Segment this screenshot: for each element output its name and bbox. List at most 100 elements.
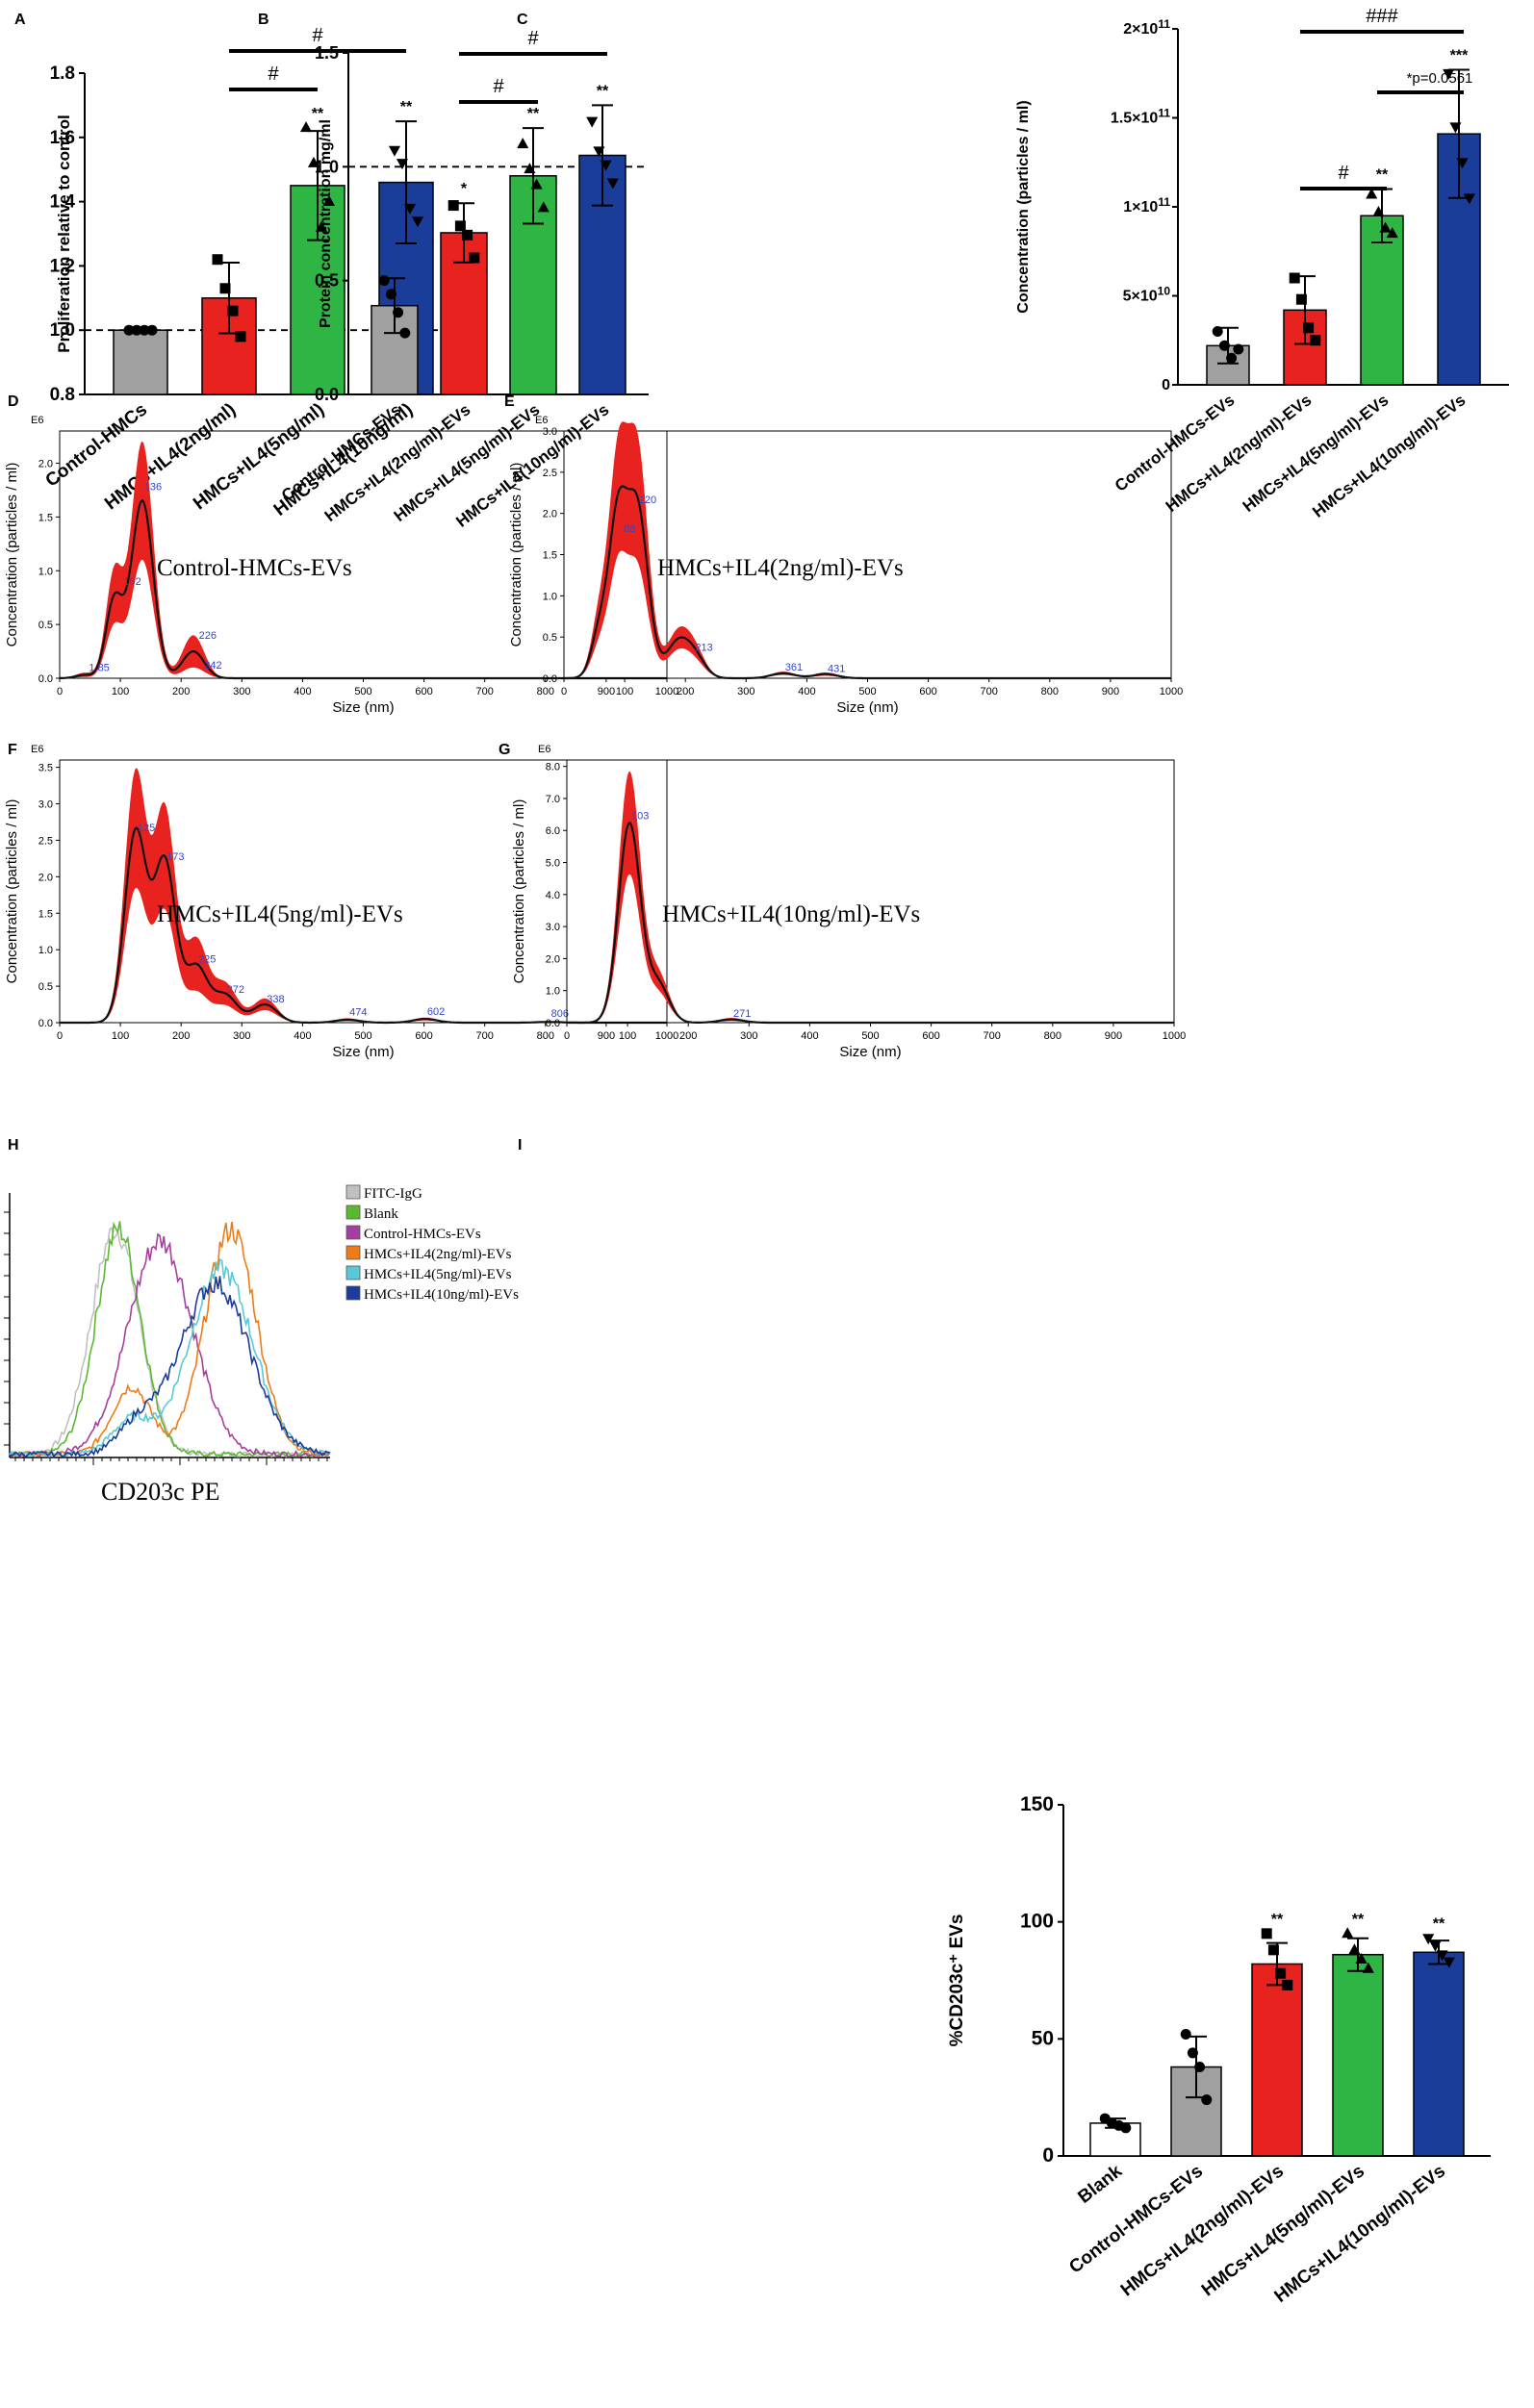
legend-swatch — [345, 1245, 361, 1260]
x-tick-label: 700 — [981, 686, 998, 697]
peak-label: 474 — [349, 1007, 367, 1019]
x-tick-label: 0 — [561, 686, 567, 697]
panel-letter-b: B — [258, 12, 269, 28]
x-tick-label: 500 — [354, 1030, 371, 1042]
y-tick-label: 0 — [1162, 377, 1170, 393]
significance-label: ** — [400, 99, 413, 115]
peak-label: 213 — [695, 642, 712, 653]
data-point — [1342, 1927, 1354, 1939]
y-tick-label: 1.5 — [315, 43, 339, 63]
data-point — [235, 331, 246, 342]
y-tick-label: 1.5 — [38, 512, 53, 523]
data-point — [1303, 322, 1315, 334]
y-tick-label: 50 — [1032, 2027, 1054, 2049]
histogram-series — [9, 1221, 331, 1457]
peak-label: 102 — [123, 576, 141, 588]
sample-label: HMCs+IL4(5ng/ml)-EVs — [157, 901, 403, 927]
y-axis-label: Concentration (particles / ml) — [508, 463, 524, 647]
sd-band — [567, 771, 1174, 1023]
x-axis-label: CD203c PE — [101, 1478, 220, 1506]
x-axis-label: Size (nm) — [332, 699, 394, 716]
data-point — [123, 324, 135, 336]
x-tick-label: 1000 — [1163, 1030, 1186, 1042]
x-tick-label: 700 — [984, 1030, 1001, 1042]
sample-label: HMCs+IL4(2ng/ml)-EVs — [657, 555, 904, 581]
x-tick-label: 300 — [740, 1030, 757, 1042]
data-point — [517, 138, 529, 149]
tick-exponent: 11 — [1158, 107, 1170, 120]
y-tick-label: 6.0 — [546, 825, 560, 837]
significance-label: * — [461, 181, 468, 197]
legend-swatch — [345, 1285, 361, 1301]
data-point — [1282, 1979, 1293, 1990]
y-tick-label: 0.8 — [50, 385, 75, 405]
peak-label: 88 — [624, 523, 635, 535]
x-tick-label: HMCs+IL4(10ng/ml)-EVs — [1309, 391, 1469, 521]
comparison-label: # — [527, 28, 539, 49]
mean-curve — [567, 822, 1174, 1025]
y-tick-label: 0.0 — [543, 673, 557, 685]
data-point — [385, 289, 396, 300]
peak-label: 602 — [427, 1006, 445, 1018]
bar — [1089, 2122, 1141, 2157]
unit-label: E6 — [535, 415, 548, 426]
data-point — [399, 327, 411, 339]
x-tick-label: 800 — [1044, 1030, 1061, 1042]
bar — [1332, 1953, 1384, 2157]
histogram-series — [10, 1276, 331, 1458]
unit-label: E6 — [31, 415, 43, 426]
data-point — [1289, 272, 1300, 284]
peak-label: 136 — [144, 482, 162, 494]
data-point — [1218, 340, 1230, 351]
y-tick-label: 0.5 — [38, 981, 53, 993]
x-tick-label: 900 — [598, 686, 615, 697]
data-point — [146, 324, 158, 336]
data-point — [378, 275, 390, 287]
y-tick-label: 150 — [1020, 1793, 1054, 1815]
panel-letter-g: G — [499, 742, 510, 758]
x-tick-label: 0 — [57, 686, 63, 697]
tick-base: 5×10 — [1123, 289, 1158, 305]
data-point — [1386, 227, 1398, 239]
sd-band — [564, 421, 1171, 678]
x-tick-label: 500 — [861, 1030, 879, 1042]
x-tick-label: Control-HMCs-EVs — [1065, 2161, 1207, 2277]
peak-label: 125 — [138, 823, 155, 834]
data-point — [403, 203, 417, 215]
y-tick-label: 1.0 — [38, 945, 53, 956]
data-point — [1362, 1962, 1374, 1973]
x-tick-label: 900 — [598, 1030, 615, 1042]
x-tick-label: HMCs+IL4(2ng/ml)-EVs — [1163, 391, 1316, 516]
y-axis-label: Concentration (particles / ml) — [4, 799, 20, 984]
y-tick-label: 3.0 — [546, 922, 560, 933]
data-point — [454, 220, 466, 232]
y-tick-label: 2.0 — [38, 459, 53, 470]
x-tick-label: 300 — [233, 1030, 250, 1042]
data-point — [131, 324, 142, 336]
y-tick-label: 2.0 — [546, 953, 560, 965]
significance-label: ** — [1433, 1916, 1445, 1933]
x-tick-label: 600 — [922, 1030, 939, 1042]
legend-label: HMCs+IL4(2ng/ml)-EVs — [364, 1247, 512, 1262]
x-tick-label: 400 — [294, 686, 311, 697]
data-point — [212, 254, 223, 266]
y-tick-label: 1.0 — [543, 591, 557, 602]
peak-label: 272 — [227, 984, 244, 996]
significance-label: ** — [527, 106, 540, 122]
data-point — [1310, 335, 1321, 346]
y-axis-label: %CD203c⁺ EVs — [947, 1914, 967, 2047]
data-point — [1261, 1928, 1272, 1939]
panel-letter-i: I — [518, 1137, 522, 1153]
data-point — [1180, 2028, 1191, 2040]
significance-label: ** — [1376, 167, 1389, 184]
y-tick-label: 3.0 — [543, 426, 557, 438]
data-point — [1429, 1940, 1442, 1952]
data-point — [1443, 68, 1455, 80]
x-tick-label: Blank — [1074, 2161, 1126, 2208]
y-tick-label: 2.0 — [543, 509, 557, 520]
peak-label: 242 — [204, 660, 221, 672]
bar — [113, 329, 168, 395]
peak-label: 431 — [828, 664, 845, 675]
x-axis-label: Size (nm) — [836, 699, 898, 716]
